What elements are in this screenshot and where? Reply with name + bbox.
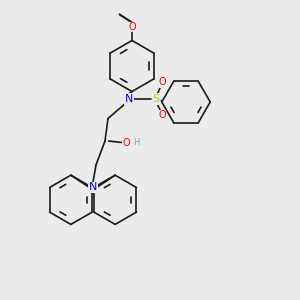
Text: N: N: [125, 94, 133, 104]
Text: N: N: [89, 182, 97, 193]
Text: O: O: [158, 110, 166, 121]
Text: S: S: [152, 94, 160, 104]
Text: O: O: [122, 137, 130, 148]
Text: H: H: [133, 138, 139, 147]
Text: O: O: [128, 22, 136, 32]
Text: O: O: [158, 77, 166, 88]
